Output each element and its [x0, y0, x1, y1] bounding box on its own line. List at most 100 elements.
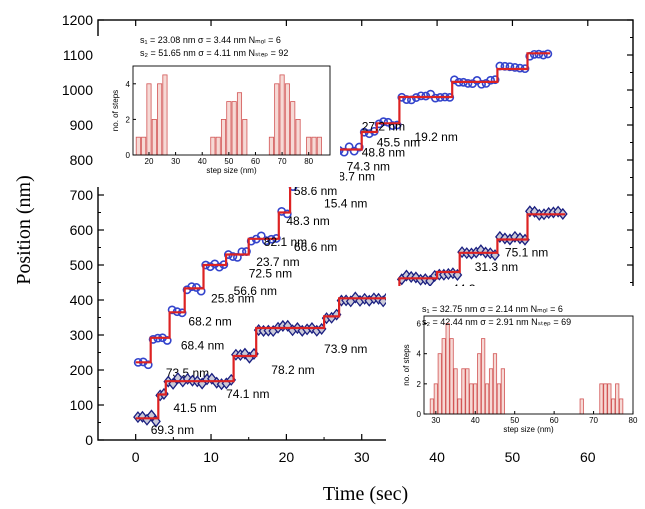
step-size-label: 41.5 nm — [173, 401, 216, 415]
data-point — [505, 62, 515, 72]
inset-frame — [423, 315, 634, 415]
histogram-bar — [279, 74, 285, 156]
step-size-label: 23.7 nm — [256, 255, 299, 269]
step-size-label: 48.3 nm — [286, 214, 329, 228]
x-tick-label: 10 — [203, 449, 219, 465]
histogram-inset-upper: 20 30 40 50 60 70 80 0 2 4 step size (nm) no. of st… — [95, 35, 340, 187]
histogram-bar — [619, 398, 624, 415]
inset-y-tick-label: 4 — [126, 80, 131, 89]
data-point — [167, 305, 177, 315]
step-size-label: 25.8 nm — [211, 291, 254, 305]
step-size-label: 18.7 nm — [332, 169, 375, 183]
step-size-label: 74.3 nm — [347, 160, 390, 174]
data-point — [416, 91, 426, 101]
data-point — [463, 79, 473, 88]
y-tick-label: 1100 — [63, 47, 93, 63]
inset-x-tick-label: 40 — [471, 416, 480, 425]
histogram-bar — [481, 338, 486, 415]
data-point — [148, 335, 158, 344]
step-size-label: 73.9 nm — [324, 342, 367, 356]
x-tick-label: 50 — [505, 449, 521, 465]
histogram-bar — [215, 136, 221, 156]
data-point — [282, 319, 293, 332]
histogram-bar — [231, 101, 237, 156]
y-tick-label: 600 — [70, 222, 94, 238]
y-tick-label: 900 — [70, 117, 94, 133]
histogram-bar — [473, 383, 478, 415]
data-point — [476, 244, 486, 257]
step-size-label: 66.6 nm — [294, 240, 337, 254]
histogram-bar — [242, 119, 248, 156]
inset-y-axis-title: no. of steps — [402, 344, 411, 385]
inset-x-tick-label: 40 — [198, 157, 207, 166]
data-point — [430, 93, 440, 103]
data-point — [392, 120, 402, 130]
step-size-label: 56.6 nm — [234, 284, 277, 298]
step-size-label: 15.4 nm — [324, 196, 367, 210]
histogram-bar — [615, 383, 620, 415]
inset-stats-text: s₂ = 42.44 nm σ = 2.91 nm Nₛₜₑₚ = 69 — [422, 317, 571, 327]
inset-stats-text: s₁ = 32.75 nm σ = 2.14 nm Nₘₒₗ = 6 — [422, 304, 563, 314]
data-point — [529, 205, 540, 218]
step-size-label: 45.5 nm — [377, 136, 420, 150]
histogram-bar — [477, 353, 482, 415]
histogram-bar — [453, 368, 458, 415]
data-point — [364, 129, 374, 139]
histogram-inset-lower: 30 40 50 60 70 80 0 2 4 6 step size (nm) no. of ste… — [386, 286, 643, 446]
inset-x-tick-label: 60 — [251, 157, 260, 166]
histogram-bar — [500, 368, 505, 415]
step-size-label: 75.1 nm — [505, 245, 548, 259]
x-tick-label: 60 — [580, 449, 596, 465]
step-fit-line — [135, 213, 566, 420]
y-tick-label: 300 — [70, 327, 94, 343]
inset-stats-text: s₁ = 23.08 nm σ = 3.44 nm Nₘₒₗ = 6 — [140, 35, 281, 45]
inset-x-tick-label: 30 — [431, 416, 440, 425]
histogram-bar — [441, 338, 446, 415]
inset-x-axis-title: step size (nm) — [503, 425, 554, 434]
data-point — [490, 75, 500, 85]
step-size-label: 69.3 nm — [151, 423, 194, 437]
histogram-bar — [611, 398, 616, 415]
step-size-label: 82.1 nm — [264, 235, 307, 249]
inset-y-axis-title: no. of steps — [111, 90, 120, 131]
step-size-label: 74.1 nm — [226, 387, 269, 401]
data-point — [143, 360, 153, 370]
histogram-bar — [599, 383, 604, 415]
histogram-bar — [433, 383, 438, 415]
inset-y-tick-label: 0 — [417, 410, 422, 419]
inset-x-tick-label: 70 — [589, 416, 598, 425]
inset-x-tick-label: 60 — [550, 416, 559, 425]
inset-x-tick-label: 80 — [629, 416, 638, 425]
data-point — [261, 236, 271, 246]
histogram-bar — [445, 323, 450, 415]
histogram-bar — [449, 338, 454, 415]
inset-y-tick-label: 6 — [417, 320, 422, 329]
inset-y-tick-label: 0 — [126, 151, 131, 160]
data-point — [477, 79, 486, 89]
y-tick-label: 0 — [85, 432, 93, 448]
y-tick-label: 1000 — [62, 82, 93, 98]
histogram-bar — [437, 353, 442, 415]
histogram-bar — [579, 398, 584, 415]
histogram-bar — [210, 136, 216, 156]
y-tick-label: 800 — [70, 152, 94, 168]
x-tick-label: 40 — [429, 449, 445, 465]
data-point — [214, 262, 224, 272]
step-size-label: 19.2 nm — [414, 130, 457, 144]
inset-y-tick-label: 2 — [126, 115, 131, 124]
histogram-bar — [284, 83, 290, 156]
step-size-label: 68.4 nm — [181, 339, 224, 353]
histogram-bar — [485, 383, 490, 415]
inset-x-tick-label: 70 — [278, 157, 287, 166]
inset-x-tick-label: 80 — [304, 157, 313, 166]
histogram-bar — [469, 383, 474, 415]
inset-y-tick-label: 2 — [417, 380, 422, 389]
histogram-bar — [151, 119, 157, 156]
histogram-bar — [135, 136, 141, 156]
step-size-label: 68.2 nm — [188, 315, 231, 329]
histogram-bar — [146, 83, 152, 156]
y-tick-label: 1200 — [62, 12, 93, 28]
data-point — [354, 142, 364, 152]
x-axis-title: Time (sec) — [323, 483, 408, 505]
